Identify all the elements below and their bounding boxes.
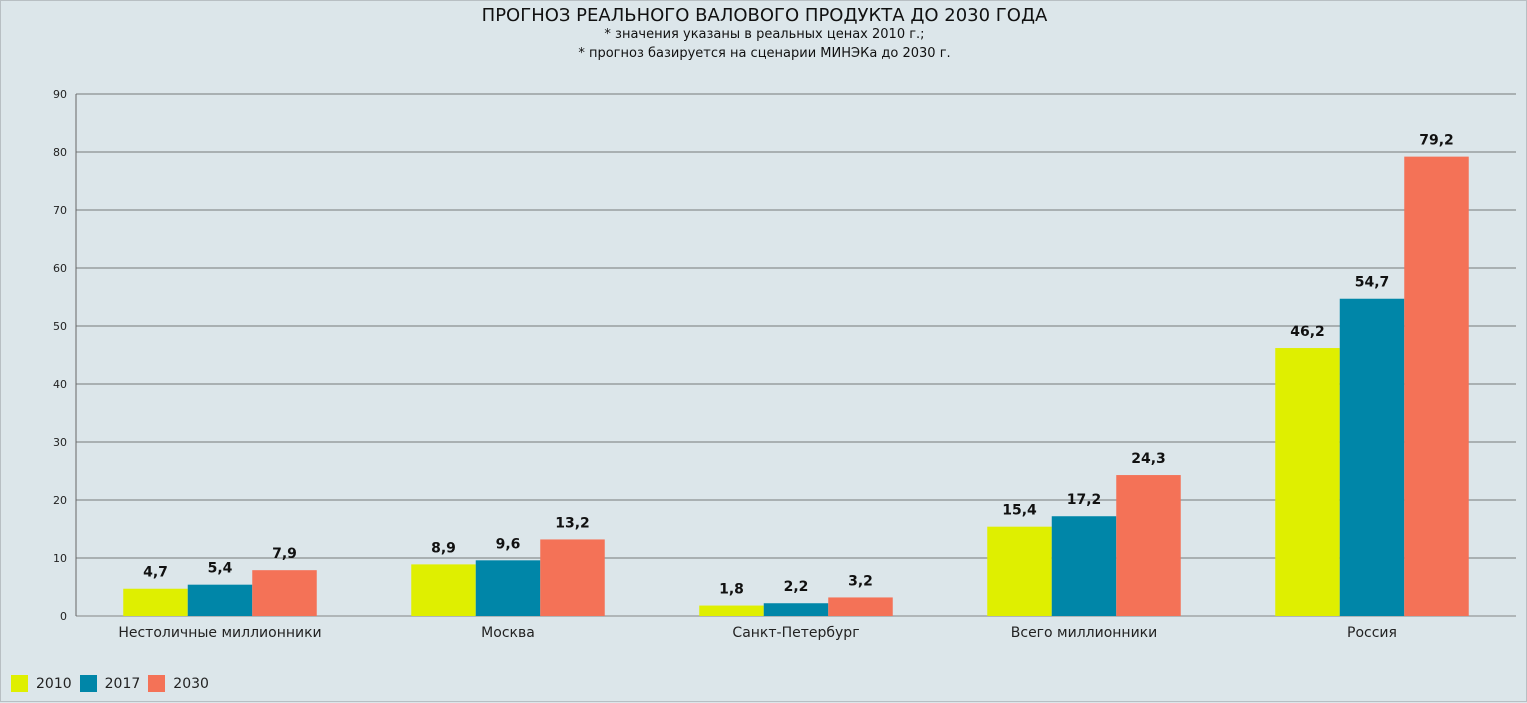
data-label: 79,2 <box>1419 133 1454 149</box>
data-label: 3,2 <box>848 573 873 589</box>
legend-label: 2017 <box>104 675 141 692</box>
legend-item-2010[interactable]: 2010 <box>11 675 72 692</box>
legend-swatch <box>148 675 166 692</box>
y-tick-label: 60 <box>53 262 67 275</box>
bar-2010 <box>411 564 476 616</box>
y-tick-label: 20 <box>53 494 67 507</box>
x-tick-label: Нестоличные миллионники <box>118 625 321 641</box>
data-label: 15,4 <box>1002 503 1037 519</box>
bar-2030 <box>828 597 893 616</box>
bar-2010 <box>123 588 188 616</box>
legend-item-2030[interactable]: 2030 <box>148 675 209 692</box>
bar-2010 <box>987 526 1052 616</box>
x-tick-label: Всего миллионники <box>1011 625 1157 641</box>
data-label: 8,9 <box>431 540 456 556</box>
data-label: 4,7 <box>143 565 168 581</box>
chart-subtitle-2: * прогноз базируется на сценарии МИНЭКа … <box>578 46 951 61</box>
y-tick-label: 30 <box>53 436 67 449</box>
y-tick-label: 70 <box>53 204 67 217</box>
legend-label: 2030 <box>173 675 209 692</box>
bar-2017 <box>763 603 829 616</box>
data-label: 13,2 <box>555 515 590 531</box>
data-label: 2,2 <box>784 579 809 595</box>
data-label: 5,4 <box>208 561 233 577</box>
bar-2030 <box>1116 475 1181 616</box>
bar-2017 <box>187 584 253 616</box>
chart-title: ПРОГНОЗ РЕАЛЬНОГО ВАЛОВОГО ПРОДУКТА ДО 2… <box>481 5 1048 26</box>
y-tick-label: 80 <box>53 146 67 159</box>
legend: 2010 2017 2030 <box>11 675 217 692</box>
chart-subtitle-1: * значения указаны в реальных ценах 2010… <box>604 27 925 42</box>
legend-label: 2010 <box>36 675 72 692</box>
y-tick-label: 40 <box>53 378 67 391</box>
bar-2030 <box>252 570 317 616</box>
bar-2010 <box>699 605 764 616</box>
bar-2017 <box>1051 516 1117 616</box>
data-label: 24,3 <box>1131 451 1166 467</box>
data-label: 17,2 <box>1067 492 1102 508</box>
bar-2017 <box>475 560 541 616</box>
bar-2010 <box>1275 348 1340 616</box>
data-label: 1,8 <box>719 582 744 598</box>
data-label: 46,2 <box>1290 324 1325 340</box>
legend-item-2017[interactable]: 2017 <box>79 675 141 692</box>
y-tick-label: 50 <box>53 320 67 333</box>
data-label: 9,6 <box>496 536 521 552</box>
x-tick-label: Россия <box>1347 625 1397 641</box>
bar-2030 <box>1404 156 1469 616</box>
legend-swatch <box>79 675 97 692</box>
x-tick-label: Санкт-Петербург <box>732 625 859 641</box>
legend-swatch <box>11 675 28 692</box>
y-tick-label: 10 <box>53 552 67 565</box>
data-label: 7,9 <box>272 546 297 562</box>
y-tick-label: 0 <box>60 610 67 623</box>
data-label: 54,7 <box>1355 275 1390 291</box>
x-tick-label: Москва <box>481 625 535 641</box>
y-tick-label: 90 <box>53 88 67 101</box>
bar-2030 <box>540 539 605 616</box>
bar-2017 <box>1339 298 1405 616</box>
